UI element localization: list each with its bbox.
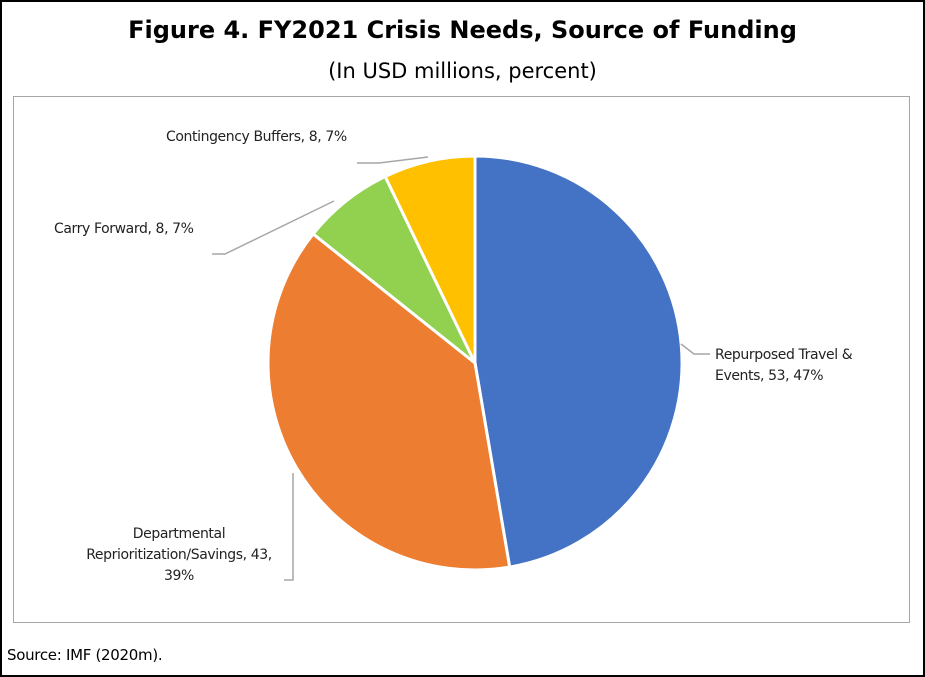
data-label-line: Reprioritization/Savings, 43, (86, 547, 272, 563)
data-label-line: Contingency Buffers, 8, 7% (166, 129, 347, 145)
leader-line-dept (284, 473, 294, 581)
figure-title: Figure 4. FY2021 Crisis Needs, Source of… (128, 16, 797, 44)
pie-slice-buffers (383, 154, 477, 365)
data-label-line: Events, 53, 47% (715, 368, 823, 384)
data-label-line: Carry Forward, 8, 7% (54, 221, 194, 237)
source-note: Source: IMF (2020m). (7, 646, 163, 664)
data-label-dept: Departmental Reprioritization/Savings, 43… (86, 526, 272, 584)
leader-line-carry (212, 200, 335, 255)
pie-chart: Repurposed Travel & Events, 53, 47% Depart… (54, 129, 853, 584)
data-label-carry: Carry Forward, 8, 7% (54, 221, 194, 237)
data-label-line: 39% (164, 568, 194, 584)
data-label-line: Repurposed Travel & (715, 347, 853, 363)
data-label-buffers: Contingency Buffers, 8, 7% (166, 129, 347, 145)
leader-line-travel (680, 343, 710, 355)
pie-slice-dept (266, 232, 512, 572)
pie-slice-travel (473, 154, 684, 569)
leader-line-buffers (357, 156, 429, 164)
plot-area: Repurposed Travel & Events, 53, 47% Depart… (13, 96, 910, 623)
figure-subtitle: (In USD millions, percent) (328, 59, 597, 83)
data-label-line: Departmental (133, 526, 225, 542)
data-label-travel: Repurposed Travel & Events, 53, 47% (715, 347, 853, 384)
